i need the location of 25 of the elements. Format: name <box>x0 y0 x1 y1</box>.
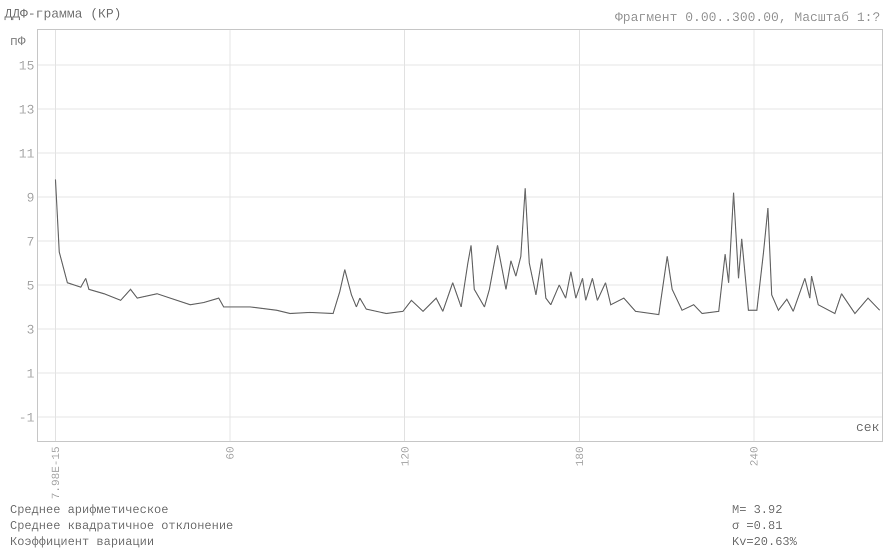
text: Kv=20.63% <box>732 535 798 549</box>
y-axis-title: пФ <box>10 34 26 49</box>
x-tick-label: 180 <box>574 446 587 466</box>
chart-subtitle: Фрагмент 0.00..300.00, Масштаб 1:? <box>615 10 880 25</box>
y-tick-label: 5 <box>26 278 34 294</box>
y-tick-label: 11 <box>18 146 35 162</box>
x-tick-label: 7.98E-15 <box>51 446 64 500</box>
x-tick-label: 120 <box>400 446 412 466</box>
y-tick-label: -1 <box>18 410 35 426</box>
line-series <box>54 178 880 316</box>
text: M= 3.92 <box>732 503 782 517</box>
y-tick-label: 3 <box>26 322 34 338</box>
y-tick-label: 13 <box>18 102 34 118</box>
text: σ =0.81 <box>732 519 782 533</box>
x-axis-title: сек <box>856 420 880 435</box>
y-tick-label: 15 <box>18 58 34 74</box>
text: Среднее квадратичное отклонение <box>10 519 234 533</box>
y-tick-label: 9 <box>26 190 34 206</box>
y-tick-label: 7 <box>26 234 34 250</box>
x-tick-label: 240 <box>750 446 762 466</box>
x-tick-label: 60 <box>226 446 238 460</box>
chart-title: ДДФ-грамма (КР) <box>4 6 122 22</box>
text: Среднее арифметическое <box>10 503 168 517</box>
y-tick-label: 1 <box>26 366 35 382</box>
text: Коэффициент вариации <box>10 535 154 549</box>
